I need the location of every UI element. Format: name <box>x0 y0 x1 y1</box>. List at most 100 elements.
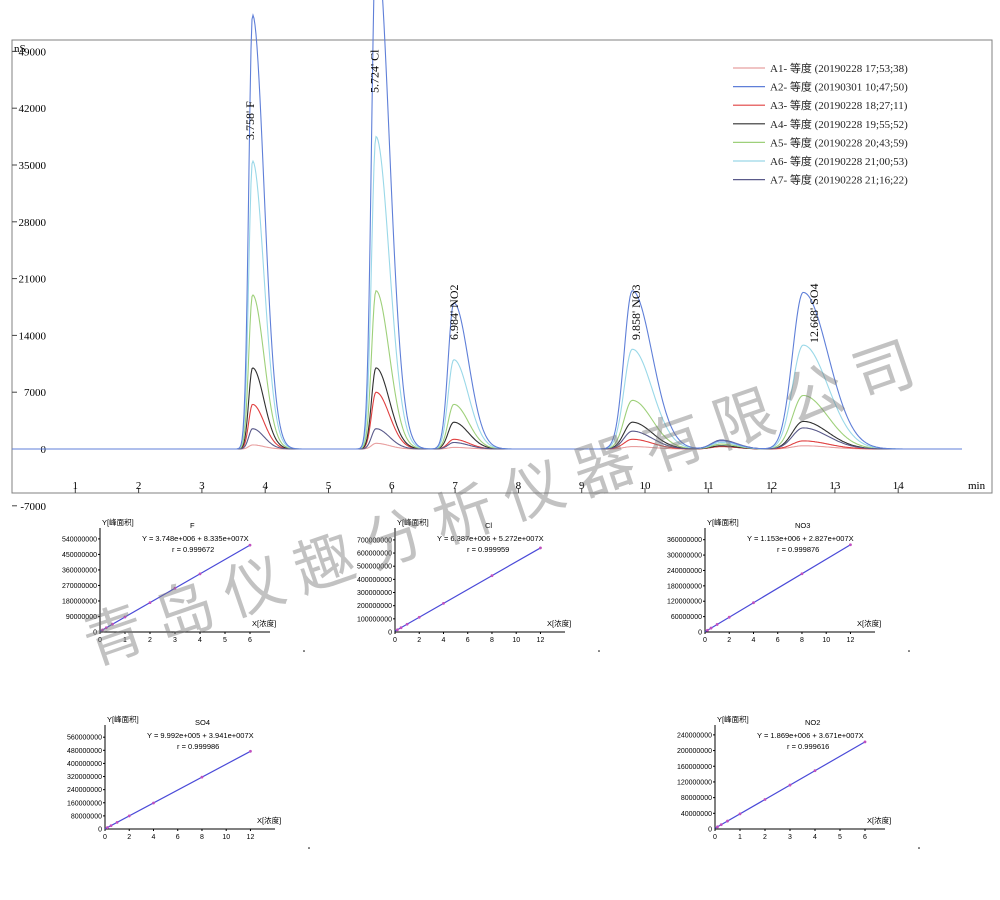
cal-y-tick-label: 0 <box>388 630 392 637</box>
cal-y-label: Y[峰面积] <box>102 517 134 527</box>
legend-item: A6- 等度 (20190228 21;00;53) <box>770 154 908 168</box>
cal-point <box>399 626 403 630</box>
legend-item: A3- 等度 (20190228 18;27;11) <box>770 98 908 112</box>
cal-y-tick-label: 360000000 <box>667 537 702 544</box>
cal-point <box>173 586 177 590</box>
cal-y-tick-label: 450000000 <box>62 552 97 559</box>
cal-point <box>106 826 109 829</box>
cal-x-tick-label: 0 <box>713 834 717 841</box>
y-tick-label: 21000 <box>19 274 47 286</box>
cal-x-tick-label: 5 <box>838 834 842 841</box>
cal-title: SO4 <box>195 718 210 727</box>
cal-point <box>716 825 719 829</box>
cal-equation: Y = 3.748e+006 + 8.335e+007X <box>142 534 249 543</box>
y-tick-label: 49000 <box>19 46 47 58</box>
cal-x-tick-label: 1 <box>738 834 742 841</box>
cal-x-label: X[浓度] <box>547 618 571 628</box>
x-tick-label: 14 <box>893 480 905 492</box>
cal-x-tick-label: 4 <box>198 637 202 644</box>
cal-y-tick-label: 200000000 <box>677 748 712 755</box>
cal-point <box>539 546 542 550</box>
x-unit-label: min <box>968 480 986 492</box>
peak-label: 12.668' SO4 <box>807 283 821 343</box>
cal-x-tick-label: 10 <box>822 637 830 644</box>
cal-point <box>763 798 767 801</box>
cal-title: Cl <box>485 521 492 530</box>
cal-y-tick-label: 300000000 <box>357 590 392 597</box>
cal-x-tick-label: 1 <box>123 637 127 644</box>
legend-item: A5- 等度 (20190228 20;43;59) <box>770 135 908 149</box>
cal-point <box>248 543 252 547</box>
cal-x-tick-label: 3 <box>788 834 792 841</box>
cal-x-tick-label: 12 <box>247 834 255 841</box>
cal-y-tick-label: 100000000 <box>357 616 392 623</box>
cal-x-label: X[浓度] <box>867 815 891 825</box>
cal-y-tick-label: 0 <box>98 827 102 834</box>
cal-y-tick-label: 360000000 <box>62 567 97 574</box>
cal-x-tick-label: 0 <box>703 637 707 644</box>
cal-equation: Y = 6.387e+006 + 5.272e+007X <box>437 534 544 543</box>
x-tick-label: 11 <box>703 480 714 492</box>
y-tick-label: 28000 <box>19 217 47 229</box>
cal-equation: Y = 1.869e+006 + 3.671e+007X <box>757 731 864 740</box>
x-tick-label: 8 <box>516 480 522 492</box>
cal-point <box>788 783 792 787</box>
cal-x-tick-label: 8 <box>800 637 804 644</box>
calibration-chart-so4: Y[峰面积] X[浓度] SO4 Y = 9.992e+005 + 3.941e+00… <box>67 714 310 849</box>
cal-x-tick-label: 3 <box>173 637 177 644</box>
cal-x-tick-label: 0 <box>393 637 397 644</box>
cal-point <box>101 628 104 632</box>
x-tick-label: 6 <box>389 480 395 492</box>
cal-point <box>405 622 409 626</box>
cal-y-tick-label: 270000000 <box>62 583 97 590</box>
cal-point <box>719 823 723 827</box>
cal-fit-line <box>394 547 541 632</box>
cal-x-tick-label: 10 <box>512 637 520 644</box>
cal-y-tick-label: 240000000 <box>677 732 712 739</box>
legend-item: A7- 等度 (20190228 21;16;22) <box>770 173 908 187</box>
cal-point <box>249 749 252 753</box>
cal-x-tick-label: 6 <box>248 637 252 644</box>
y-tick-label: 42000 <box>19 103 47 115</box>
calibration-chart-f: Y[峰面积] X[浓度] F Y = 3.748e+006 + 8.335e+007X… <box>62 517 305 652</box>
cal-fit-line <box>704 544 851 633</box>
cal-corner-dot <box>908 650 910 652</box>
cal-point <box>111 622 114 626</box>
cal-point <box>152 801 155 805</box>
cal-x-tick-label: 6 <box>863 834 867 841</box>
cal-r-value: r = 0.999959 <box>467 545 509 554</box>
cal-point <box>115 820 119 824</box>
cal-point <box>752 601 755 605</box>
cal-y-tick-label: 160000000 <box>677 764 712 771</box>
cal-y-tick-label: 300000000 <box>667 553 702 560</box>
series-line-4 <box>12 367 962 450</box>
cal-y-tick-label: 180000000 <box>62 598 97 605</box>
cal-title: F <box>190 521 195 530</box>
legend-item: A4- 等度 (20190228 19;55;52) <box>770 117 908 131</box>
cal-point <box>715 623 719 626</box>
legend-item: A1- 等度 (20190228 17;53;38) <box>770 61 908 75</box>
x-tick-label: 7 <box>452 480 458 492</box>
cal-y-tick-label: 400000000 <box>67 761 102 768</box>
cal-y-tick-label: 40000000 <box>681 811 712 818</box>
cal-r-value: r = 0.999672 <box>172 545 214 554</box>
x-tick-label: 1 <box>73 480 79 492</box>
x-tick-label: 10 <box>640 480 652 492</box>
cal-point <box>200 775 204 779</box>
cal-x-tick-label: 10 <box>222 834 230 841</box>
cal-x-tick-label: 5 <box>223 637 227 644</box>
cal-x-tick-label: 12 <box>847 637 855 644</box>
plot-frame <box>11 39 993 494</box>
cal-y-tick-label: 180000000 <box>667 583 702 590</box>
cal-point <box>738 812 742 816</box>
cal-x-tick-label: 0 <box>98 637 102 644</box>
cal-r-value: r = 0.999616 <box>787 742 829 751</box>
cal-x-tick-label: 6 <box>176 834 180 841</box>
x-tick-label: 12 <box>766 480 777 492</box>
cal-r-value: r = 0.999876 <box>777 545 819 554</box>
cal-y-tick-label: 600000000 <box>357 551 392 558</box>
cal-x-tick-label: 8 <box>490 637 494 644</box>
cal-point <box>727 615 731 619</box>
cal-y-label: Y[峰面积] <box>707 517 739 527</box>
cal-y-tick-label: 80000000 <box>71 813 102 820</box>
